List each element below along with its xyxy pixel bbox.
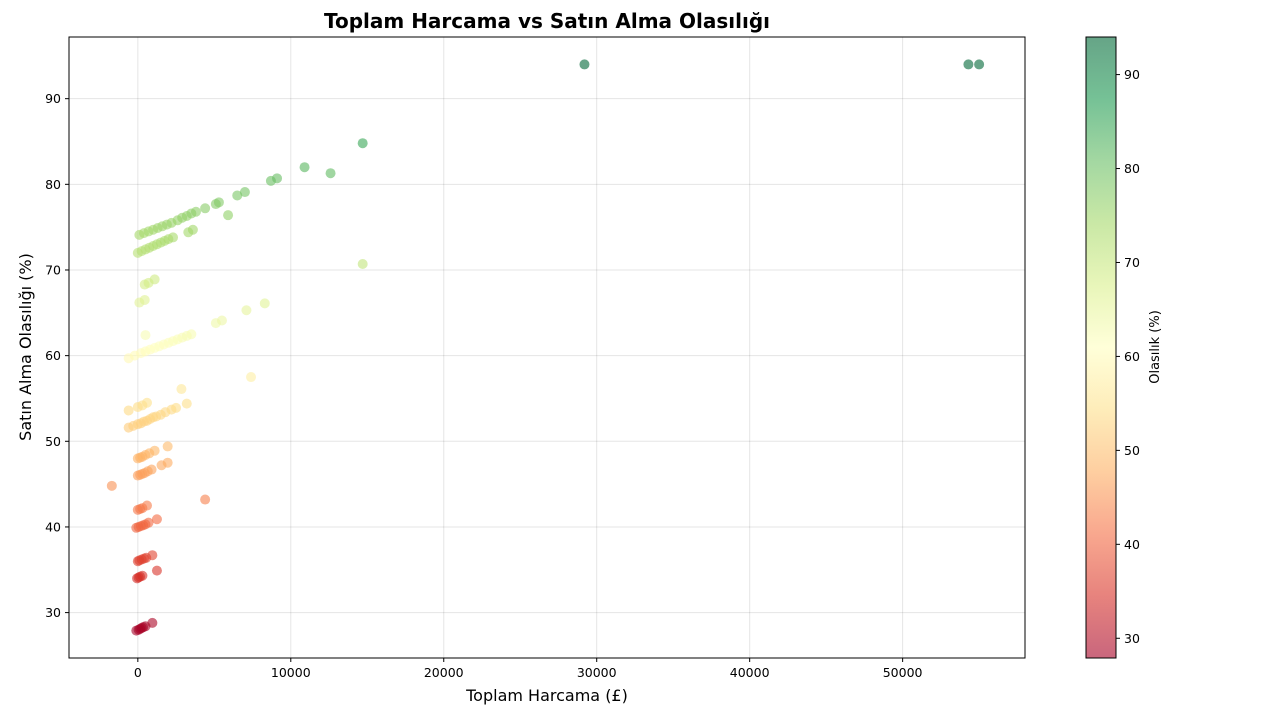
colorbar-tick-label: 90 <box>1124 67 1140 82</box>
colorbar-tick-label: 80 <box>1124 161 1140 176</box>
data-point <box>239 187 250 198</box>
data-point <box>171 402 182 413</box>
data-point <box>151 514 162 525</box>
colorbar-tick-label: 60 <box>1124 349 1140 364</box>
data-point <box>123 405 134 416</box>
data-point <box>168 232 179 243</box>
data-point <box>357 258 368 269</box>
data-point <box>216 315 227 326</box>
data-point <box>200 203 211 214</box>
colorbar-tick-label: 50 <box>1124 443 1140 458</box>
colorbar-tick-label: 70 <box>1124 255 1140 270</box>
x-axis-label: Toplam Harcama (£) <box>465 686 628 705</box>
x-tick-label: 40000 <box>730 665 770 680</box>
colorbar-frame <box>1085 36 1117 659</box>
y-tick-label: 30 <box>45 605 61 620</box>
data-point <box>579 59 590 70</box>
y-tick-label: 60 <box>45 348 61 363</box>
data-point <box>200 494 211 505</box>
data-point <box>146 464 157 475</box>
x-tick-label: 10000 <box>271 665 311 680</box>
data-point <box>241 305 252 316</box>
x-tick-label: 50000 <box>883 665 923 680</box>
colorbar-tick-label: 40 <box>1124 537 1140 552</box>
y-axis-label: Satın Alma Olasılığı (%) <box>16 253 35 441</box>
data-point <box>213 197 224 208</box>
x-axis-ticks: 0 10000 20000 30000 40000 50000 <box>134 658 923 680</box>
colorbar-ticks: 30 40 50 60 70 80 90 <box>1116 67 1140 646</box>
data-point <box>149 274 160 285</box>
y-axis-ticks: 30 40 50 60 70 80 90 <box>45 91 69 620</box>
colorbar-label: Olasılık (%) <box>1148 310 1163 384</box>
data-point <box>974 59 985 70</box>
data-points <box>106 59 985 636</box>
data-point <box>151 565 162 576</box>
data-point <box>149 445 160 456</box>
y-tick-label: 90 <box>45 91 61 106</box>
data-point <box>232 190 243 201</box>
data-point <box>272 173 283 184</box>
data-point <box>176 384 187 395</box>
data-point <box>106 480 117 491</box>
colorbar-tick-label: 30 <box>1124 631 1140 646</box>
data-point <box>187 224 198 235</box>
data-point <box>246 372 257 383</box>
data-point <box>139 294 150 305</box>
plot-frame <box>68 36 1026 659</box>
data-point <box>259 298 270 309</box>
data-point <box>186 329 197 340</box>
data-point <box>147 550 158 561</box>
data-point <box>357 138 368 149</box>
data-point <box>142 500 153 511</box>
y-tick-label: 40 <box>45 519 61 534</box>
y-tick-label: 70 <box>45 262 61 277</box>
data-point <box>299 162 310 173</box>
data-point <box>137 570 148 581</box>
data-point <box>147 617 158 628</box>
grid-lines <box>69 37 1025 658</box>
colorbar: 30 40 50 60 70 80 90 Olasılık (%) <box>1085 36 1163 659</box>
y-tick-label: 80 <box>45 177 61 192</box>
x-tick-label: 0 <box>134 665 142 680</box>
data-point <box>963 59 974 70</box>
data-point <box>140 330 151 341</box>
data-point <box>162 457 173 468</box>
x-tick-label: 20000 <box>424 665 464 680</box>
data-point <box>190 206 201 217</box>
data-point <box>142 397 153 408</box>
data-point <box>181 398 192 409</box>
data-point <box>162 441 173 452</box>
data-point <box>223 210 234 221</box>
colorbar-gradient <box>1086 37 1116 658</box>
y-tick-label: 50 <box>45 434 61 449</box>
chart-title: Toplam Harcama vs Satın Alma Olasılığı <box>324 9 770 33</box>
x-tick-label: 30000 <box>577 665 617 680</box>
data-point <box>143 517 154 528</box>
data-point <box>325 168 336 179</box>
